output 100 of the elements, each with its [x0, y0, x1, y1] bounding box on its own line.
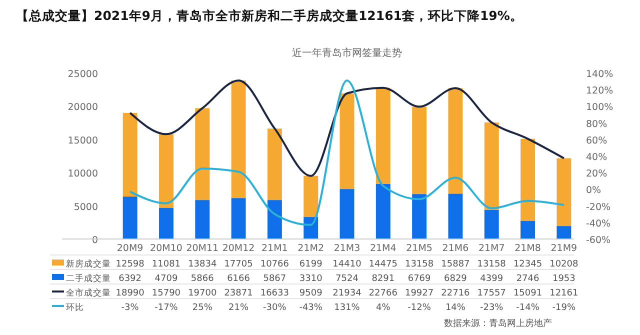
bar	[231, 198, 246, 239]
y2-tick-label: -40%	[586, 218, 611, 230]
x-tick-label: 21M5	[406, 243, 432, 254]
bar	[412, 194, 427, 239]
x-tick-label: 20M12	[222, 243, 255, 254]
data-label: 21%	[228, 303, 249, 313]
y2-tick-label: -20%	[586, 202, 611, 213]
bar	[556, 158, 572, 226]
y-tick-label: 20000	[68, 102, 98, 114]
data-label: 22716	[441, 288, 470, 298]
y-tick-label: 10000	[68, 168, 98, 180]
bar	[340, 189, 354, 239]
data-label: 5866	[190, 274, 214, 284]
data-label: 131%	[334, 303, 360, 313]
data-label: 14475	[368, 260, 398, 270]
bar	[267, 128, 282, 200]
y2-tick-label: 100%	[586, 102, 614, 114]
data-label: 5867	[263, 274, 286, 284]
bar	[376, 184, 390, 239]
data-label: 18990	[116, 288, 145, 298]
x-tick-label: 20M9	[116, 243, 144, 254]
data-label: 14410	[332, 260, 362, 270]
data-label: 6769	[408, 274, 432, 284]
bar	[267, 200, 282, 239]
data-label: 12345	[513, 260, 542, 270]
data-label: 3310	[299, 274, 323, 284]
data-label: 25%	[192, 303, 213, 313]
bar	[304, 176, 318, 218]
y-tick-label: 5000	[74, 202, 98, 213]
bar	[448, 194, 463, 239]
bar	[448, 88, 463, 194]
data-label: -43%	[299, 303, 323, 313]
legend-label: 环比	[66, 302, 84, 313]
data-label: 12598	[116, 260, 145, 270]
data-label: 11081	[152, 260, 181, 270]
bar	[520, 138, 535, 221]
bar	[520, 220, 535, 239]
line-series	[129, 79, 565, 226]
x-tick-label: 21M7	[478, 243, 505, 254]
data-label: 12161	[550, 288, 578, 298]
chart-subtitle: 近一年青岛市网签量走势	[292, 47, 402, 59]
x-tick-label: 21M1	[262, 243, 288, 254]
bar	[195, 200, 210, 239]
data-label: 17705	[224, 260, 253, 270]
x-tick-label: 20M11	[186, 243, 219, 254]
bar	[122, 112, 138, 197]
bar	[376, 88, 390, 184]
data-label: 13158	[404, 260, 434, 270]
data-label: 17557	[477, 288, 506, 298]
bar	[195, 108, 210, 200]
y2-tick-label: 120%	[586, 86, 614, 97]
data-label: 19927	[404, 288, 434, 298]
legend-label: 全市成交量	[66, 288, 111, 298]
y2-tick-label: 60%	[586, 135, 608, 146]
bar	[340, 93, 354, 190]
data-label: 14%	[445, 303, 466, 313]
line-series	[129, 79, 565, 177]
bar	[231, 80, 246, 198]
chart-title: 【总成交量】2021年9月，青岛市全市新房和二手房成交量12161套，环比下降19%。	[16, 8, 523, 23]
data-label: -12%	[408, 303, 432, 313]
bar	[122, 196, 138, 239]
bar	[556, 226, 572, 239]
legend-label: 二手成交量	[66, 273, 111, 284]
y-tick-label: 15000	[68, 135, 98, 146]
data-label: 13834	[188, 260, 217, 270]
data-label: 23871	[224, 288, 253, 298]
y2-tick-label: 80%	[586, 118, 608, 130]
data-label: 7524	[336, 274, 359, 284]
data-label: 4399	[480, 274, 504, 284]
x-tick-label: 21M6	[442, 243, 469, 254]
x-tick-label: 21M2	[298, 243, 324, 254]
data-label: -3%	[121, 303, 140, 313]
bar	[159, 134, 174, 208]
bar	[484, 210, 499, 239]
data-label: -23%	[480, 303, 504, 313]
data-label: 2746	[516, 274, 540, 284]
x-tick-label: 21M9	[550, 243, 578, 254]
y-tick-label: 25000	[68, 69, 98, 80]
x-tick-label: 21M3	[334, 243, 360, 254]
data-label: 13158	[477, 260, 506, 270]
data-label: 8291	[372, 274, 395, 284]
data-label: 9509	[299, 288, 323, 298]
data-label: 6829	[444, 274, 468, 284]
data-label: 4%	[376, 303, 391, 313]
data-label: 21934	[332, 288, 362, 298]
data-label: 1953	[552, 274, 576, 284]
data-label: 16633	[260, 288, 290, 298]
data-label: 10766	[260, 260, 290, 270]
y2-tick-label: 140%	[586, 69, 614, 80]
data-label: 10208	[550, 260, 579, 270]
bar	[484, 122, 499, 210]
data-label: -19%	[552, 303, 576, 313]
data-label: -14%	[516, 303, 540, 313]
y2-tick-label: -60%	[586, 235, 611, 246]
source-note: 数据来源：青岛网上房地产	[444, 318, 552, 329]
bar	[159, 208, 174, 239]
data-label: 6392	[118, 274, 142, 284]
x-tick-label: 21M8	[514, 243, 541, 254]
data-label: 6166	[227, 274, 250, 284]
data-label: 15887	[441, 260, 470, 270]
